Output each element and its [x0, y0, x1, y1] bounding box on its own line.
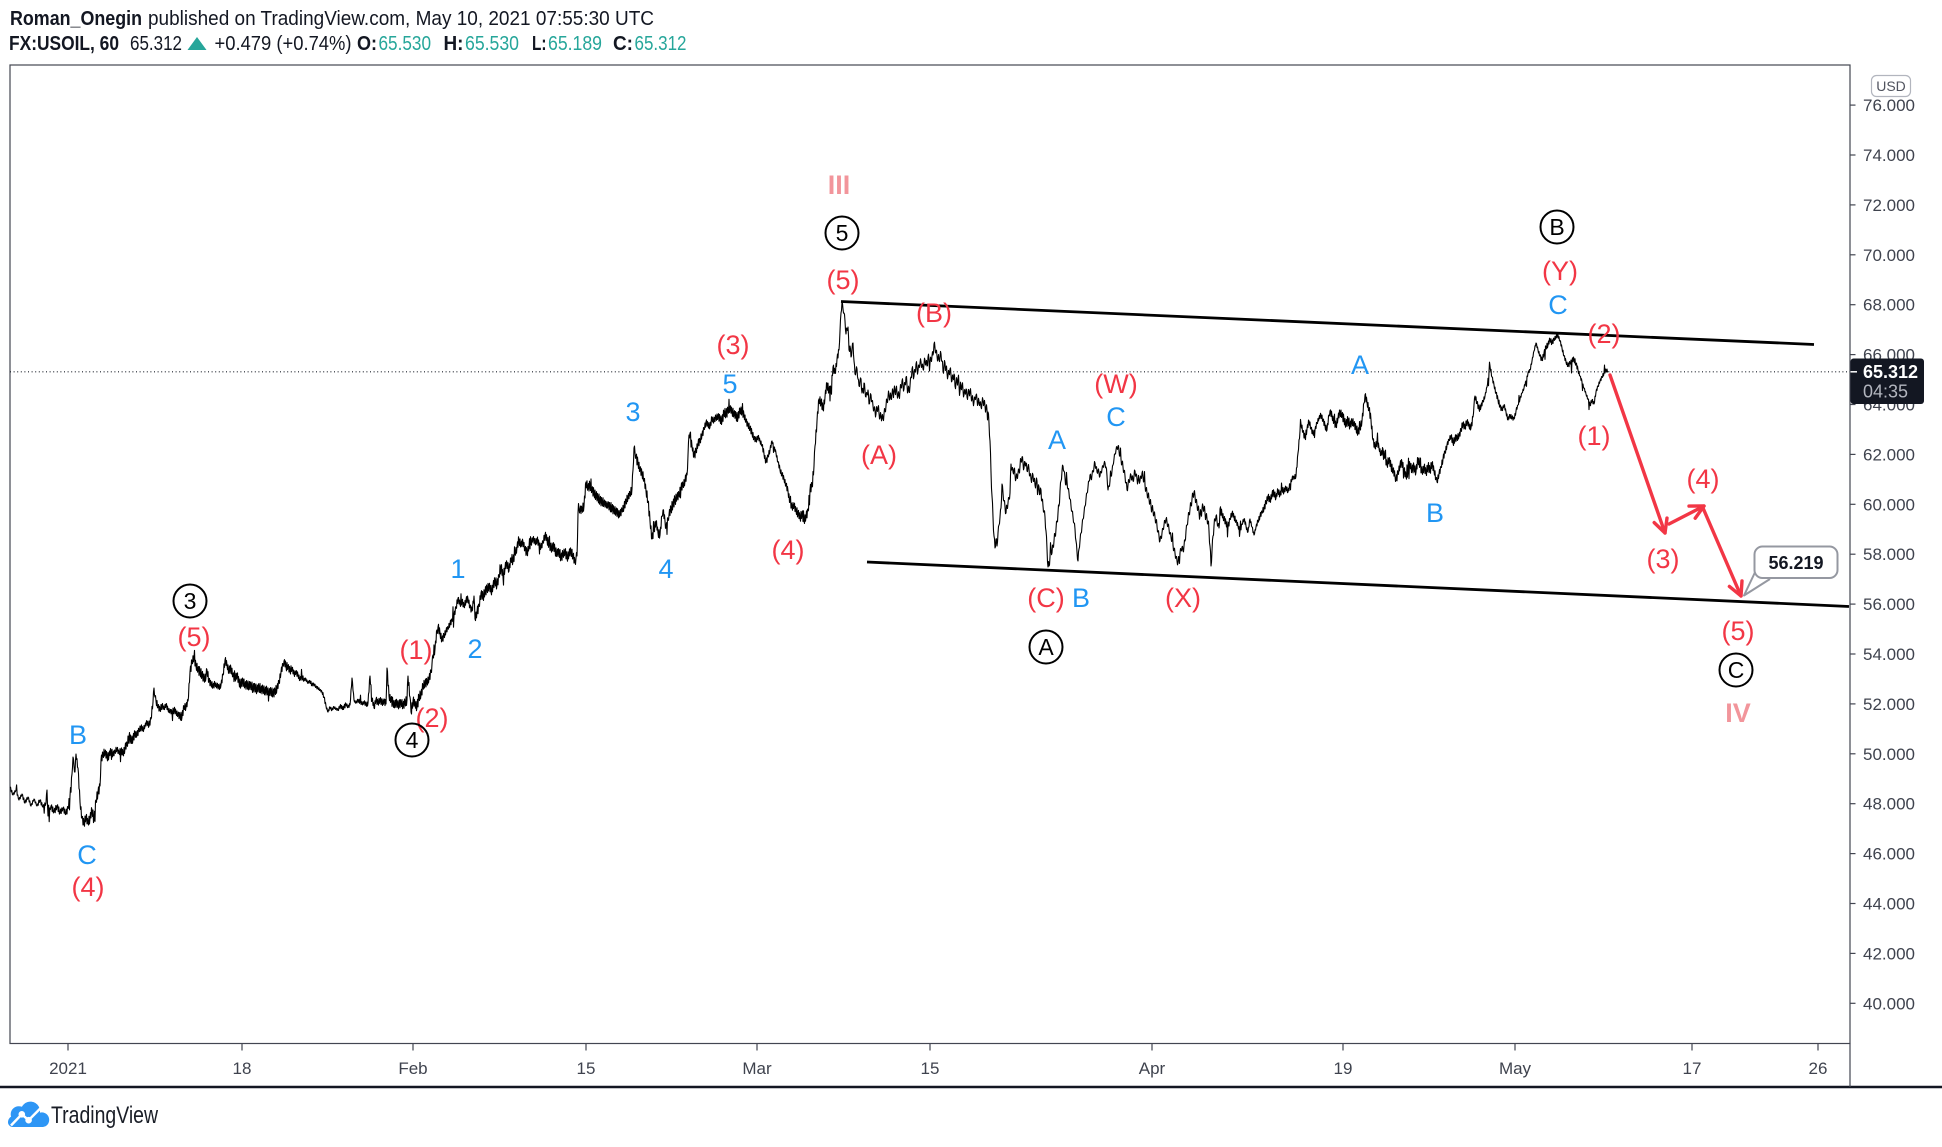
svg-text:A: A — [1038, 634, 1054, 660]
svg-text:May: May — [1499, 1059, 1532, 1078]
svg-text:C:: C: — [613, 33, 633, 55]
svg-text:65.189: 65.189 — [548, 33, 602, 55]
svg-text:(5): (5) — [178, 622, 211, 652]
svg-text:74.000: 74.000 — [1863, 146, 1915, 165]
svg-text:15: 15 — [577, 1059, 596, 1078]
svg-text:H:: H: — [444, 33, 464, 55]
svg-text:IV: IV — [1725, 698, 1751, 728]
svg-text:C: C — [1106, 402, 1126, 432]
svg-text:58.000: 58.000 — [1863, 545, 1915, 564]
svg-text:72.000: 72.000 — [1863, 196, 1915, 215]
svg-text:(4): (4) — [72, 872, 105, 902]
svg-text:(4): (4) — [1687, 464, 1720, 494]
svg-text:54.000: 54.000 — [1863, 645, 1915, 664]
svg-text:42.000: 42.000 — [1863, 944, 1915, 963]
svg-text:2021: 2021 — [49, 1059, 87, 1078]
svg-text:FX:USOIL, 60: FX:USOIL, 60 — [9, 33, 119, 55]
svg-text:44.000: 44.000 — [1863, 895, 1915, 914]
svg-text:(3): (3) — [717, 330, 750, 360]
svg-text:(5): (5) — [1722, 616, 1755, 646]
svg-text:(W): (W) — [1094, 369, 1137, 399]
svg-text:III: III — [828, 170, 851, 200]
svg-text:3: 3 — [625, 397, 640, 427]
svg-text:B: B — [69, 720, 87, 750]
svg-text:L:: L: — [532, 33, 547, 55]
svg-text:(4): (4) — [772, 535, 805, 565]
svg-text:C: C — [1728, 657, 1745, 683]
svg-text:(Y): (Y) — [1542, 256, 1578, 286]
svg-text:65.312: 65.312 — [130, 33, 182, 55]
svg-text:(C): (C) — [1027, 583, 1064, 613]
svg-text:68.000: 68.000 — [1863, 296, 1915, 315]
svg-text:(1): (1) — [1578, 421, 1611, 451]
svg-text:52.000: 52.000 — [1863, 695, 1915, 714]
svg-text:(5): (5) — [827, 265, 860, 295]
svg-text:4: 4 — [658, 554, 673, 584]
svg-text:A: A — [1048, 425, 1066, 455]
svg-text:15: 15 — [921, 1059, 940, 1078]
svg-text:A: A — [1351, 350, 1369, 380]
svg-text:40.000: 40.000 — [1863, 994, 1915, 1013]
svg-text:Apr: Apr — [1139, 1059, 1166, 1078]
svg-text:+0.479 (+0.74%): +0.479 (+0.74%) — [215, 33, 352, 55]
svg-text:5: 5 — [722, 369, 737, 399]
svg-text:(B): (B) — [916, 298, 952, 328]
svg-text:19: 19 — [1334, 1059, 1353, 1078]
svg-text:(1): (1) — [400, 635, 433, 665]
svg-text:Roman_Onegin: Roman_Onegin — [10, 8, 142, 30]
svg-text:1: 1 — [450, 554, 465, 584]
svg-text:65.530: 65.530 — [379, 33, 432, 55]
svg-text:3: 3 — [184, 588, 197, 614]
svg-text:C: C — [77, 840, 97, 870]
svg-text:published on TradingView.com,: published on TradingView.com, May 10, 20… — [148, 8, 654, 30]
svg-text:(A): (A) — [861, 440, 897, 470]
svg-text:65.312: 65.312 — [1863, 362, 1918, 382]
svg-text:B: B — [1426, 498, 1444, 528]
svg-text:76.000: 76.000 — [1863, 96, 1915, 115]
svg-text:TradingView: TradingView — [51, 1102, 159, 1129]
svg-text:(X): (X) — [1165, 583, 1201, 613]
svg-text:70.000: 70.000 — [1863, 246, 1915, 265]
svg-text:18: 18 — [233, 1059, 252, 1078]
svg-text:C: C — [1548, 290, 1568, 320]
svg-text:USD: USD — [1876, 78, 1906, 94]
svg-text:2: 2 — [467, 634, 482, 664]
svg-text:56.219: 56.219 — [1768, 553, 1823, 573]
svg-text:(3): (3) — [1647, 544, 1680, 574]
svg-text:48.000: 48.000 — [1863, 795, 1915, 814]
svg-text:50.000: 50.000 — [1863, 745, 1915, 764]
svg-text:O:: O: — [357, 33, 377, 55]
svg-text:(2): (2) — [1588, 319, 1621, 349]
svg-text:B: B — [1072, 583, 1090, 613]
svg-text:65.530: 65.530 — [465, 33, 519, 55]
svg-text:60.000: 60.000 — [1863, 495, 1915, 514]
svg-text:(2): (2) — [416, 703, 449, 733]
svg-text:65.312: 65.312 — [635, 33, 687, 55]
svg-text:17: 17 — [1683, 1059, 1702, 1078]
svg-text:4: 4 — [406, 727, 419, 753]
svg-text:46.000: 46.000 — [1863, 845, 1915, 864]
svg-text:Feb: Feb — [398, 1059, 427, 1078]
svg-text:5: 5 — [836, 220, 849, 246]
svg-text:56.000: 56.000 — [1863, 595, 1915, 614]
svg-text:B: B — [1549, 214, 1564, 240]
svg-text:04:35: 04:35 — [1863, 382, 1908, 402]
svg-text:Mar: Mar — [742, 1059, 772, 1078]
svg-text:26: 26 — [1809, 1059, 1828, 1078]
svg-text:62.000: 62.000 — [1863, 445, 1915, 464]
